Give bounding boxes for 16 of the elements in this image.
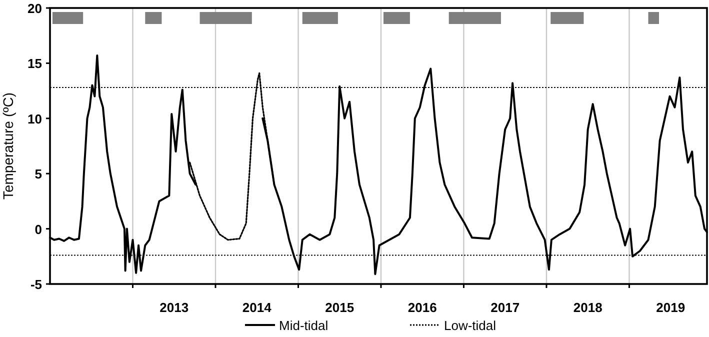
x-tick-label: 2013: [160, 300, 189, 315]
y-tick-label: 10: [28, 111, 42, 126]
y-tick-label: 0: [34, 222, 42, 237]
legend-label: Low-tidal: [444, 318, 496, 333]
legend-label: Mid-tidal: [279, 318, 328, 333]
x-tick-label: 2015: [325, 300, 354, 315]
x-tick-label: 2016: [408, 300, 437, 315]
x-tick-label: 2017: [490, 300, 520, 315]
x-tick-label: 2014: [242, 300, 272, 315]
x-tick-label: 2018: [573, 300, 602, 315]
y-tick-label: 20: [28, 1, 42, 16]
y-tick-label: 5: [34, 166, 42, 182]
y-axis-title: Temperature (ºC): [0, 92, 16, 200]
y-tick-label: 15: [28, 56, 42, 72]
x-tick-label: 2019: [656, 300, 686, 315]
y-tick-label: -5: [30, 277, 42, 292]
